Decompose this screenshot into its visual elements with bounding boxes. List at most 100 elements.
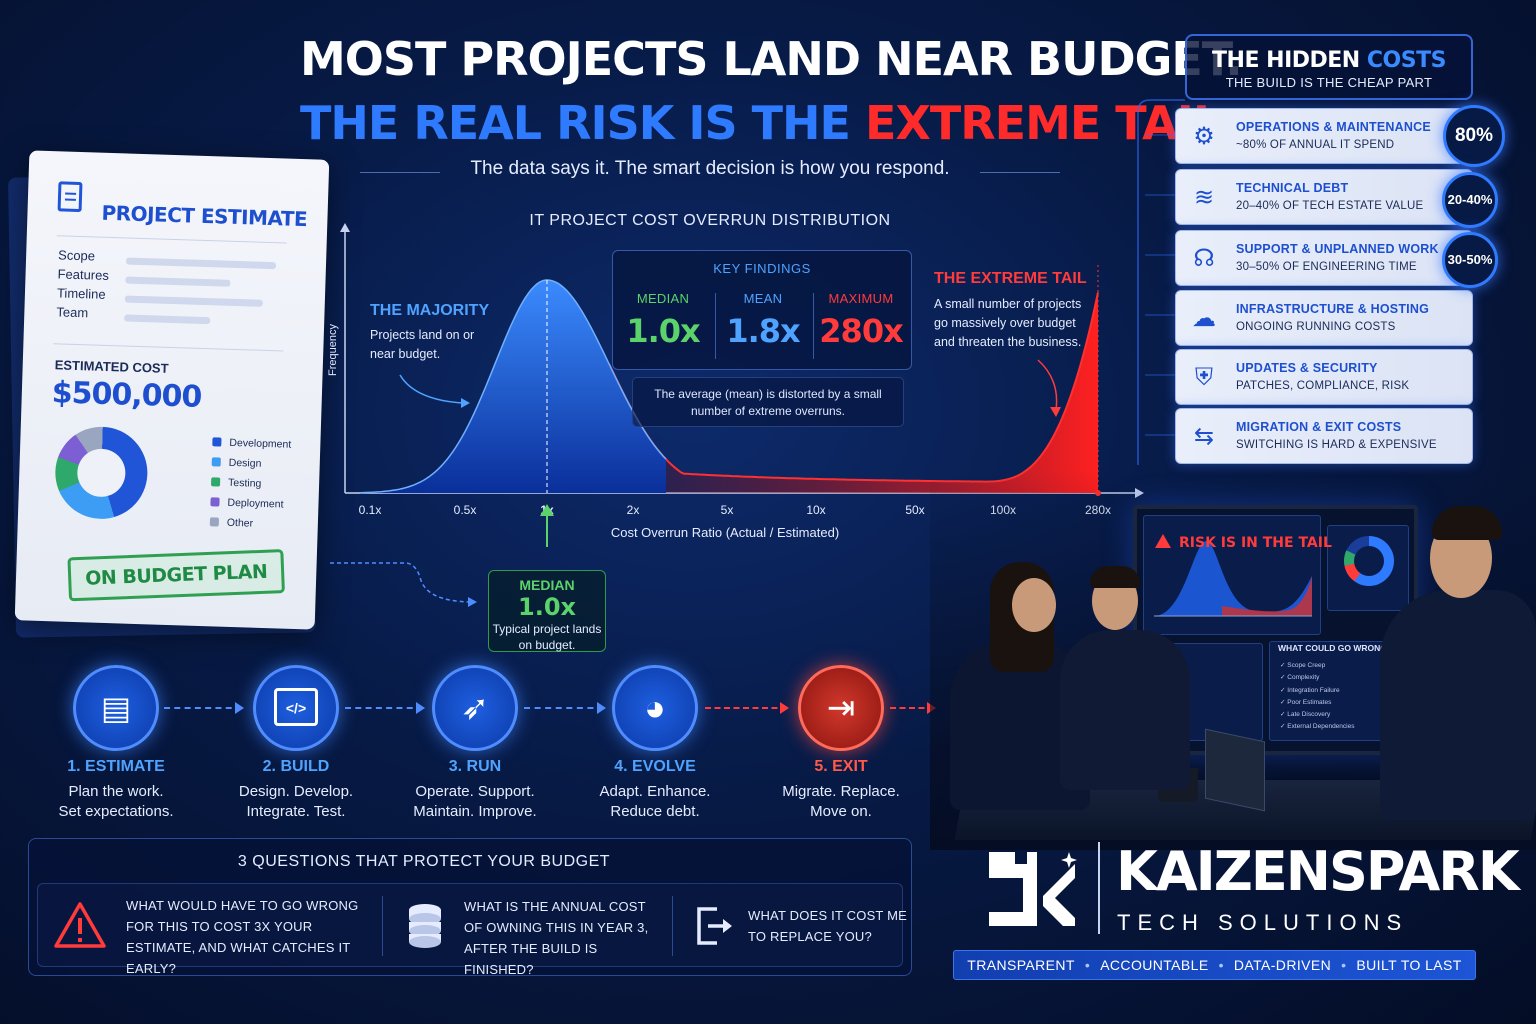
step-arrow bbox=[705, 702, 789, 714]
dashboard-mini-chart bbox=[1154, 541, 1312, 617]
finding-label: MEAN bbox=[743, 291, 783, 306]
x-tick-label: 0.5x bbox=[454, 503, 477, 517]
finding-median: MEDIAN 1.0x bbox=[613, 291, 713, 350]
coins-icon bbox=[409, 904, 441, 948]
median-callout-label: MEDIAN bbox=[519, 577, 575, 593]
estimated-cost-label: ESTIMATED COST bbox=[54, 357, 169, 376]
budget-questions-row bbox=[37, 883, 903, 967]
subtitle: The data says it. The smart decision is … bbox=[470, 158, 950, 179]
step-estimate-circle: ▤ bbox=[73, 665, 159, 751]
pie-chart-icon: ◕ bbox=[644, 687, 666, 728]
field-placeholder-bar bbox=[125, 257, 277, 270]
document-divider bbox=[56, 235, 287, 244]
x-tick-label: 2x bbox=[627, 503, 640, 517]
majority-bell-line bbox=[359, 279, 667, 494]
finding-value: 1.0x bbox=[626, 312, 700, 350]
step-arrow bbox=[345, 702, 425, 714]
finding-divider bbox=[813, 293, 814, 359]
finding-label: MAXIMUM bbox=[828, 291, 894, 306]
step-run-title: 3. RUN bbox=[448, 758, 502, 775]
step-exit-circle: ⇥ bbox=[798, 665, 884, 751]
hidden-cost-name: SUPPORT & UNPLANNED WORK bbox=[1236, 242, 1439, 256]
field-label: Team bbox=[56, 304, 89, 321]
hidden-cost-desc: 30–50% OF ENGINEERING TIME bbox=[1236, 261, 1417, 273]
dashboard-donut-pane bbox=[1327, 525, 1409, 611]
step-build-circle: </> bbox=[253, 665, 339, 751]
hidden-cost-desc: ONGOING RUNNING COSTS bbox=[1236, 321, 1396, 333]
risk-list-item: ✓ Scope Creep bbox=[1280, 662, 1326, 669]
layers-icon: ≋ bbox=[1193, 184, 1215, 211]
hidden-cost-name: TECHNICAL DEBT bbox=[1236, 181, 1349, 195]
field-label: Features bbox=[57, 266, 110, 283]
code-window-icon: </> bbox=[274, 688, 318, 726]
budget-questions-panel: 3 QUESTIONS THAT PROTECT YOUR BUDGET bbox=[28, 838, 912, 976]
field-placeholder-bar bbox=[124, 295, 263, 307]
subtitle-divider-left bbox=[360, 172, 440, 173]
brand-tagline: TECH SOLUTIONS bbox=[1117, 910, 1409, 935]
person-man-right-hair bbox=[1432, 506, 1502, 540]
document-fields: Scope Features Timeline Team bbox=[56, 245, 110, 323]
median-arrow-head bbox=[540, 504, 554, 516]
majority-bell-area bbox=[360, 280, 666, 493]
brand-divider bbox=[1098, 842, 1100, 934]
warning-icon bbox=[54, 902, 106, 948]
person-man-center bbox=[1060, 630, 1190, 790]
headset-icon: ☊ bbox=[1193, 245, 1215, 272]
step-evolve-title: 4. EVOLVE bbox=[614, 758, 696, 775]
step-build-desc: Design. Develop. Integrate. Test. bbox=[238, 783, 354, 820]
risk-list-item: ✓ Poor Estimates bbox=[1280, 698, 1332, 706]
step-estimate-desc: Plan the work. Set expectations. bbox=[58, 783, 174, 820]
brand-value: BUILT TO LAST bbox=[1356, 957, 1462, 973]
step-exit-title: 5. EXIT bbox=[814, 758, 868, 775]
question-divider bbox=[672, 896, 673, 956]
field-placeholder-bar bbox=[124, 314, 211, 325]
finding-value: 1.8x bbox=[726, 312, 800, 350]
majority-text: Projects land on or near budget. bbox=[370, 328, 475, 361]
hidden-cost-name: MIGRATION & EXIT COSTS bbox=[1236, 420, 1402, 434]
document-divider bbox=[53, 343, 284, 352]
project-estimate-document: PROJECT ESTIMATE Scope Features Timeline… bbox=[14, 150, 330, 630]
x-axis-label: Cost Overrun Ratio (Actual / Estimated) bbox=[611, 525, 839, 540]
step-exit-desc: Migrate. Replace. Move on. bbox=[782, 783, 900, 820]
hidden-cost-migration: ⇆ MIGRATION & EXIT COSTS SWITCHING IS HA… bbox=[1175, 408, 1473, 464]
legend-item: Deployment bbox=[210, 492, 289, 514]
majority-pointer-arrow bbox=[399, 374, 470, 408]
legend-item: Development bbox=[212, 432, 291, 454]
operations-percent-badge: 80% bbox=[1443, 105, 1505, 167]
step-build-title: 2. BUILD bbox=[262, 758, 330, 775]
laptop bbox=[1205, 728, 1265, 812]
key-findings-panel: KEY FINDINGS MEDIAN 1.0x MEAN 1.8x MAXIM… bbox=[612, 250, 912, 370]
step-arrow bbox=[524, 702, 606, 714]
y-axis-arrow bbox=[340, 223, 350, 232]
step-evolve-circle: ◕ bbox=[612, 665, 698, 751]
hidden-costs-subtitle: THE BUILD IS THE CHEAP PART bbox=[1225, 75, 1433, 90]
subtitle-divider-right bbox=[980, 172, 1060, 173]
hidden-cost-support: ☊ SUPPORT & UNPLANNED WORK 30–50% OF ENG… bbox=[1175, 230, 1473, 286]
risk-list-item: ✓ Integration Failure bbox=[1280, 686, 1340, 694]
finding-divider bbox=[715, 293, 716, 359]
budget-questions-title: 3 QUESTIONS THAT PROTECT YOUR BUDGET bbox=[237, 853, 611, 870]
step-run-circle: ➶ bbox=[432, 665, 518, 751]
chart-title: IT PROJECT COST OVERRUN DISTRIBUTION bbox=[529, 212, 891, 229]
main-title-line1: MOST PROJECTS LAND NEAR BUDGET. bbox=[300, 32, 1243, 86]
document-icon bbox=[57, 181, 83, 213]
brand-value: DATA-DRIVEN bbox=[1233, 957, 1332, 973]
field-label: Timeline bbox=[56, 285, 106, 302]
support-percent-badge: 30-50% bbox=[1442, 232, 1498, 288]
x-tick-label: 5x bbox=[721, 503, 734, 517]
brand-value: TRANSPARENT bbox=[967, 957, 1075, 973]
hidden-cost-name: INFRASTRUCTURE & HOSTING bbox=[1236, 302, 1429, 316]
step-estimate-title: 1. ESTIMATE bbox=[67, 758, 165, 775]
finding-value: 280x bbox=[819, 312, 903, 350]
risk-list-title: WHAT COULD GO WRONG? bbox=[1278, 643, 1393, 653]
legend-item: Testing bbox=[210, 472, 290, 494]
x-tick-label: 10x bbox=[806, 503, 825, 517]
mean-distortion-note: The average (mean) is distorted by a sma… bbox=[632, 377, 904, 427]
gear-icon: ⚙ bbox=[1193, 123, 1215, 150]
finding-label: MEDIAN bbox=[636, 291, 690, 306]
question-divider bbox=[382, 896, 383, 956]
risk-list-item: ✓ Late Discovery bbox=[1280, 711, 1331, 719]
hidden-costs-title: THE HIDDEN COSTS bbox=[1212, 48, 1446, 73]
warning-icon bbox=[1155, 534, 1171, 548]
document-title: PROJECT ESTIMATE bbox=[101, 200, 308, 232]
